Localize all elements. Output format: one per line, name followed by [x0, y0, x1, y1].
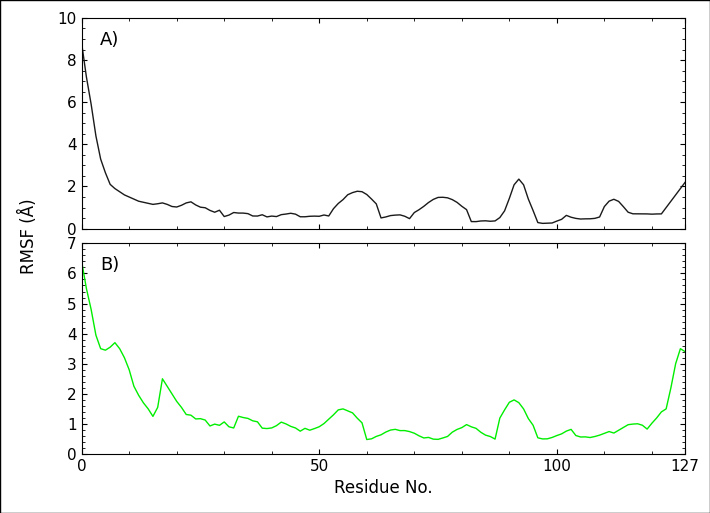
Text: RMSF (Å): RMSF (Å) [19, 198, 38, 274]
Text: B): B) [99, 256, 119, 274]
X-axis label: Residue No.: Residue No. [334, 480, 432, 498]
Text: A): A) [99, 31, 119, 49]
